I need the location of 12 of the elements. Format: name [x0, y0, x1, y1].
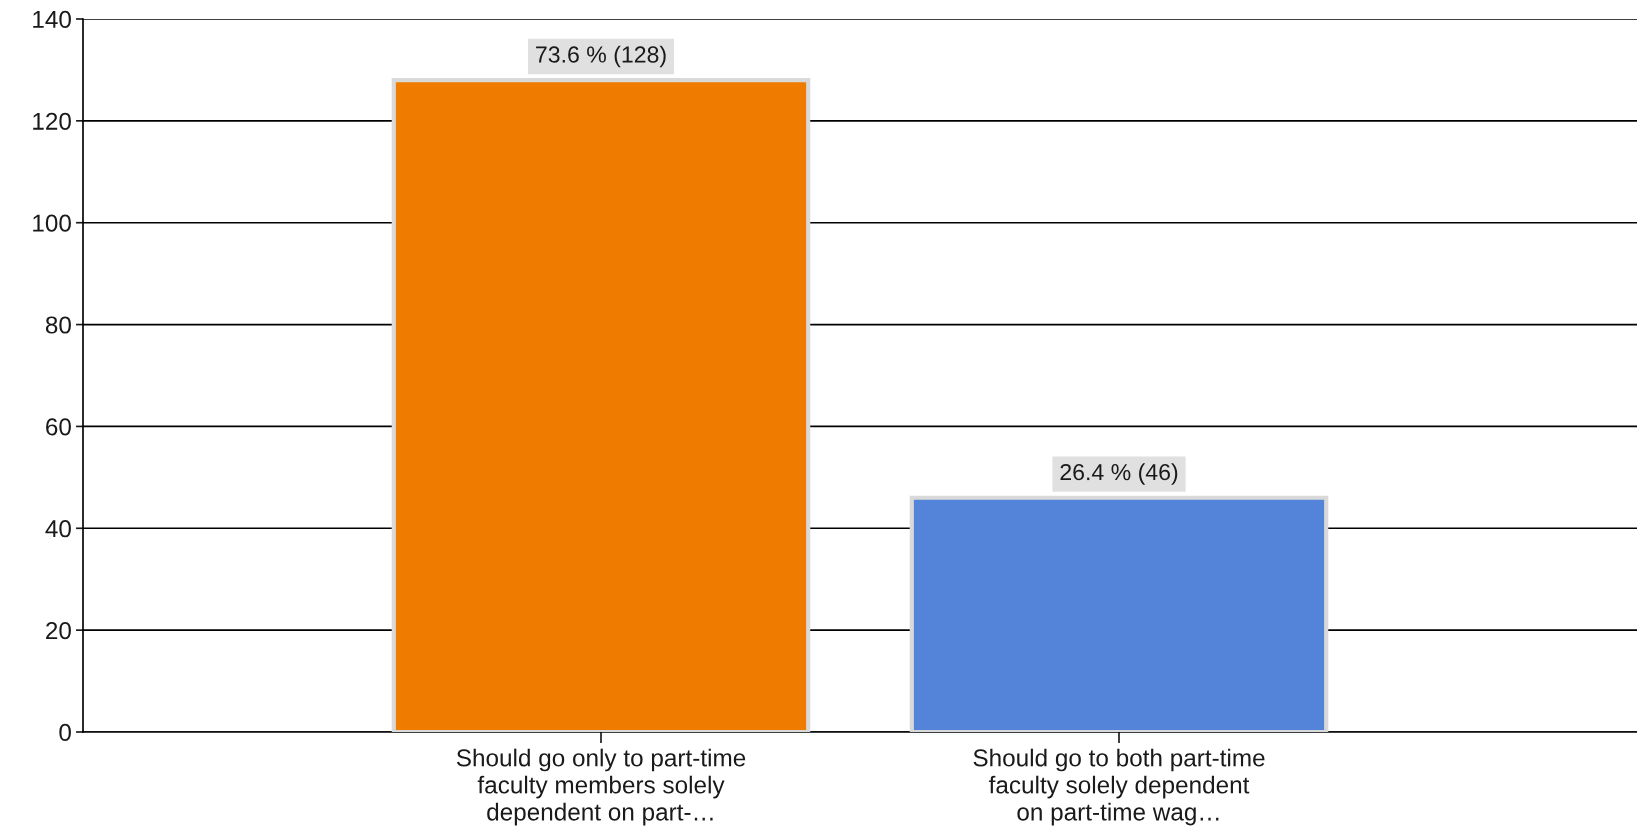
y-tick-label: 60 [46, 418, 71, 436]
x-tick-label: Should go only to part-time faculty members solely dependent on part-… [456, 748, 746, 826]
y-tick-label: 140 [33, 10, 71, 29]
y-tick-label: 40 [45, 520, 71, 538]
y-tick-label: 100 [33, 214, 71, 232]
x-tick-label: Should go to both part-time faculty solely dependent on part-time wag… [973, 748, 1265, 826]
data-label: 26.4 % (46) [1060, 463, 1178, 485]
y-tick-label: 80 [45, 316, 71, 334]
y-tick-label: 120 [33, 112, 71, 130]
y-tick-label: 0 [59, 723, 71, 742]
y-tick-label: 20 [46, 621, 71, 640]
data-label: 73.6 % (128) [536, 45, 666, 68]
